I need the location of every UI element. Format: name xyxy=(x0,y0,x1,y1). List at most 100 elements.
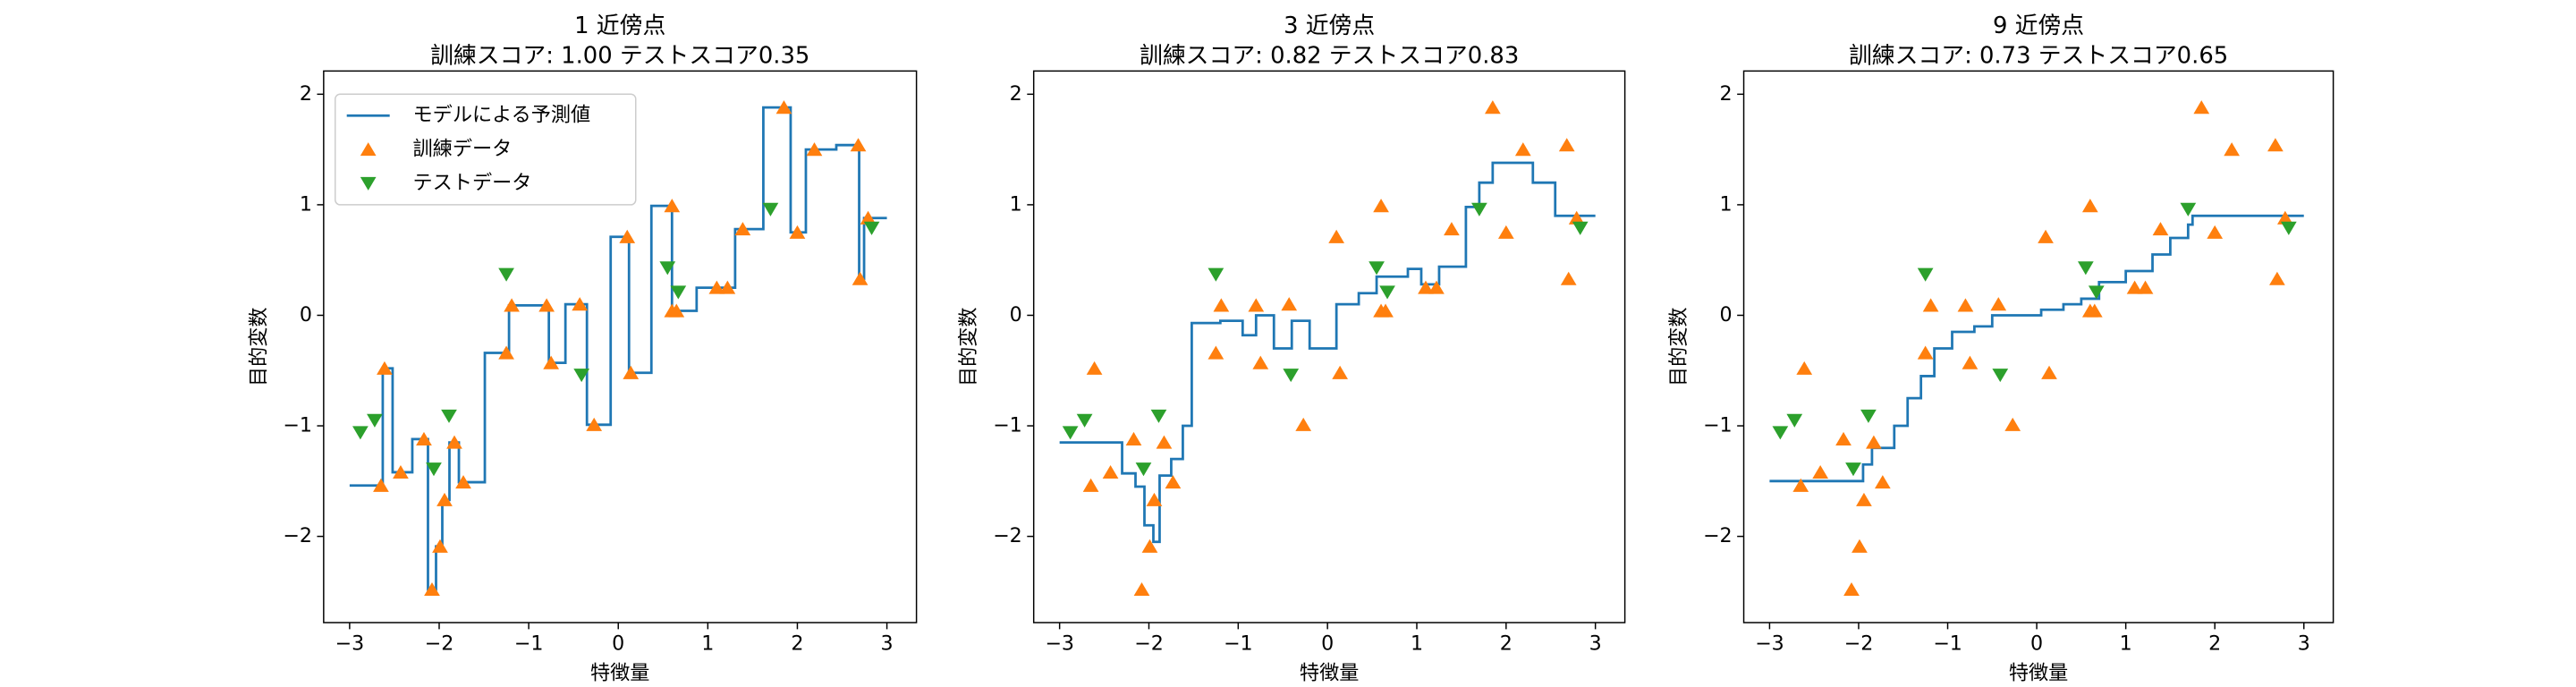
y-tick-label: 1 xyxy=(300,192,312,216)
train-point xyxy=(1082,478,1099,492)
x-tick-label: 0 xyxy=(612,632,624,656)
chart-title: 3 近傍点 xyxy=(1284,13,1375,39)
y-tick-label: 1 xyxy=(1010,192,1022,216)
train-point xyxy=(852,271,869,285)
train-point xyxy=(1133,581,1150,597)
legend-label: 訓練データ xyxy=(413,138,513,161)
train-point xyxy=(734,222,751,236)
train-point xyxy=(586,417,603,431)
train-point xyxy=(377,360,393,375)
train-point xyxy=(719,280,736,294)
test-point xyxy=(352,426,369,440)
train-point xyxy=(1843,581,1860,597)
train-point xyxy=(708,280,725,294)
train-point xyxy=(1497,225,1514,239)
train-point xyxy=(504,298,520,312)
test-point xyxy=(670,285,687,300)
test-point xyxy=(863,221,880,235)
x-tick-label: 3 xyxy=(881,632,894,656)
train-point xyxy=(1165,475,1182,489)
x-tick-label: −2 xyxy=(1134,632,1164,656)
chart-title: 1 近傍点 xyxy=(574,13,665,39)
train-point xyxy=(806,142,823,157)
train-point xyxy=(1428,280,1445,294)
y-tick-label: 2 xyxy=(1010,82,1022,106)
test-point xyxy=(367,413,383,428)
y-tick-label: −2 xyxy=(993,524,1022,547)
train-point xyxy=(498,345,514,360)
train-point xyxy=(2276,210,2293,225)
train-point xyxy=(1156,435,1173,449)
y-axis-label: 目的変数 xyxy=(957,307,980,386)
plot-frame xyxy=(1742,70,2334,623)
train-point xyxy=(1835,431,1852,445)
test-point xyxy=(426,462,442,477)
train-point xyxy=(1295,417,1312,431)
test-point xyxy=(1379,285,1395,300)
train-point xyxy=(1812,464,1829,479)
test-point xyxy=(1283,369,1300,383)
legend-marker xyxy=(360,142,377,157)
train-point xyxy=(1922,298,1939,312)
test-point xyxy=(498,267,514,282)
y-tick-label: 2 xyxy=(1720,82,1733,106)
test-point xyxy=(2180,202,2197,216)
train-point xyxy=(538,298,555,312)
test-point xyxy=(659,261,676,276)
x-tick-label: 2 xyxy=(2208,632,2221,656)
test-point xyxy=(1845,462,1861,477)
x-tick-label: −3 xyxy=(1755,632,1784,656)
train-point xyxy=(1917,345,1934,360)
train-point xyxy=(2081,199,2098,213)
test-point xyxy=(1860,409,1877,423)
train-point xyxy=(775,100,792,114)
test-point xyxy=(441,409,457,423)
train-point xyxy=(1252,355,1269,369)
train-point xyxy=(572,297,589,311)
y-tick-label: 0 xyxy=(300,303,312,327)
train-point xyxy=(789,225,806,239)
train-point xyxy=(543,355,560,369)
train-point xyxy=(455,475,471,489)
x-tick-label: −2 xyxy=(425,632,454,656)
train-point xyxy=(2224,142,2240,157)
x-tick-label: 2 xyxy=(1500,632,1513,656)
chart-title: 9 近傍点 xyxy=(1993,13,2084,39)
train-point xyxy=(1568,210,1585,225)
test-point xyxy=(2280,221,2297,235)
x-tick-label: 1 xyxy=(1411,632,1423,656)
train-point xyxy=(1957,298,1974,312)
chart-subtitle: 訓練スコア: 0.73 テストスコア0.65 xyxy=(1849,42,2228,69)
legend-box xyxy=(335,93,637,206)
y-axis-label: 目的変数 xyxy=(1667,307,1690,386)
train-point xyxy=(393,464,409,479)
train-point xyxy=(432,539,448,553)
train-point xyxy=(446,435,462,449)
x-tick-label: 1 xyxy=(2120,632,2132,656)
train-point xyxy=(1208,345,1224,360)
legend-marker xyxy=(360,176,377,191)
train-point xyxy=(2126,280,2143,294)
train-point xyxy=(1377,303,1394,318)
train-point xyxy=(2137,280,2154,294)
prediction-line xyxy=(1059,161,1596,544)
train-point xyxy=(850,138,867,152)
train-point xyxy=(424,581,440,597)
train-point xyxy=(664,199,681,213)
train-point xyxy=(1444,222,1460,236)
x-axis-label: 特徴量 xyxy=(590,662,649,685)
train-point xyxy=(2207,225,2224,239)
train-point xyxy=(1558,138,1575,152)
y-tick-label: −2 xyxy=(1703,524,1733,547)
test-point xyxy=(2077,261,2094,276)
test-point xyxy=(1992,369,2009,383)
train-point xyxy=(2004,417,2021,431)
plot-frame xyxy=(323,70,918,623)
x-tick-label: −2 xyxy=(1844,632,1874,656)
train-point xyxy=(1373,199,1389,213)
train-point xyxy=(1102,464,1119,479)
train-point xyxy=(1866,435,1882,449)
x-axis-label: 特徴量 xyxy=(1300,662,1359,685)
train-point xyxy=(1125,431,1142,445)
